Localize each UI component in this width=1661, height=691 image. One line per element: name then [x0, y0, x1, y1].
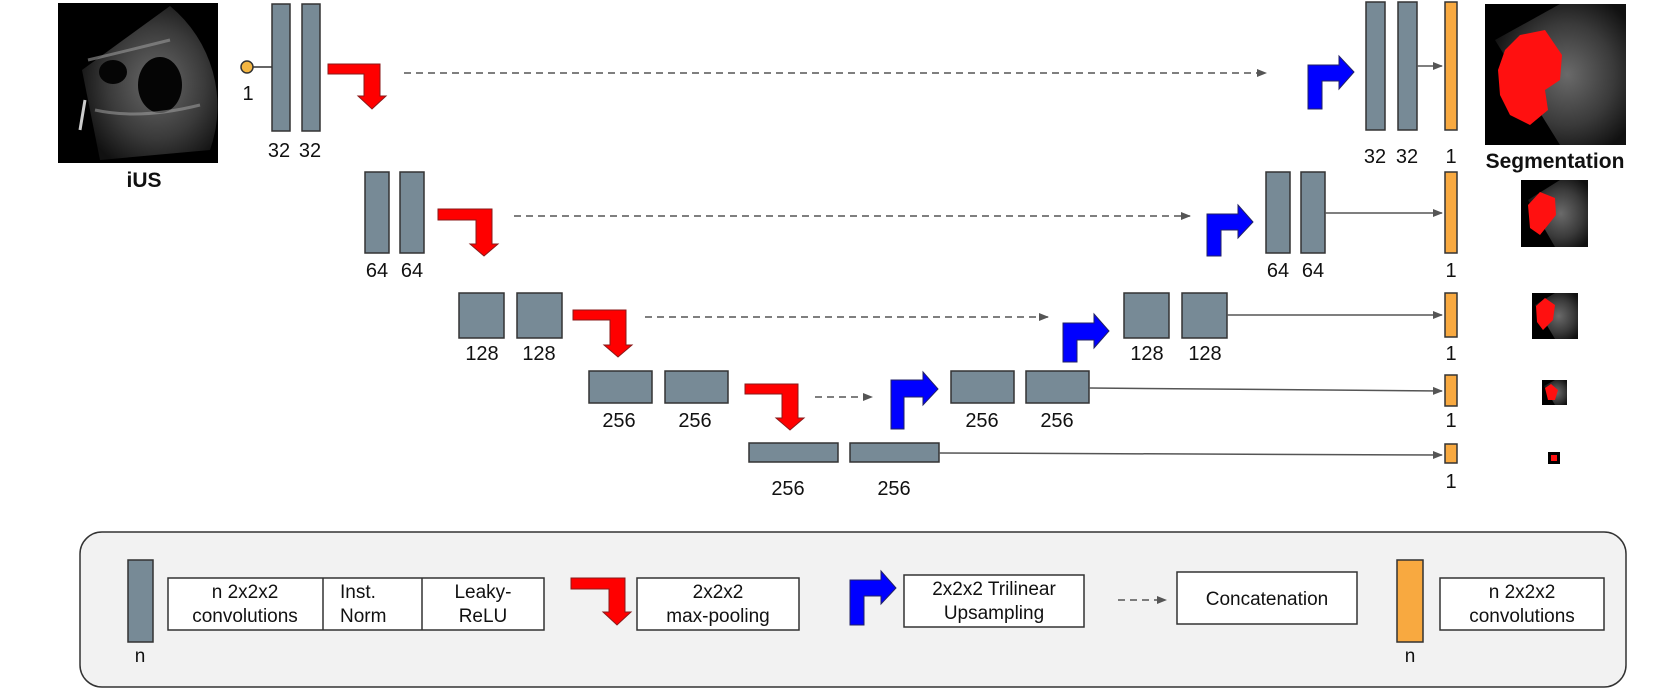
legend-out-line1: n 2x2x2 [1489, 582, 1556, 603]
channel-count: 128 [465, 343, 498, 365]
decoder-block [1365, 1, 1386, 131]
legend-out-box [1439, 577, 1605, 631]
legend-relu-line1: Leaky- [454, 582, 511, 603]
input-image [58, 3, 218, 163]
legend-output-block [1396, 559, 1424, 643]
channel-count: 128 [522, 343, 555, 365]
pool-arrow-icon [744, 383, 806, 431]
bottleneck-block [748, 442, 839, 463]
legend-norm-line2: Norm [340, 606, 386, 627]
channel-count: 32 [299, 140, 321, 162]
output-count: 1 [1445, 471, 1456, 493]
pool-arrow-icon [570, 577, 633, 626]
segmentation-image [1485, 4, 1626, 145]
output-count: 1 [1445, 146, 1456, 168]
legend-up-line2: Upsampling [944, 603, 1044, 624]
legend-out-n: n [1405, 646, 1416, 667]
legend-pool-box [636, 577, 800, 631]
output-block [1444, 171, 1458, 254]
output-count: 1 [1445, 410, 1456, 432]
upsample-arrow-icon [849, 569, 897, 626]
input-channel-icon [240, 60, 272, 74]
encoder-block [301, 3, 321, 132]
output-block [1444, 443, 1458, 464]
deep-supervision-arrow-icon [1088, 386, 1443, 395]
channel-count: 256 [602, 410, 635, 432]
legend-up-line1: 2x2x2 Trilinear [932, 579, 1056, 600]
channel-count: 64 [1267, 260, 1289, 282]
encoder-block [458, 292, 505, 339]
legend-norm-line1: Inst. [340, 582, 376, 603]
upsample-arrow-icon [1206, 203, 1254, 257]
channel-count: 128 [1130, 343, 1163, 365]
upsample-arrow-icon [1307, 54, 1355, 110]
channel-count: 256 [965, 410, 998, 432]
segmentation-label: Segmentation [1486, 150, 1625, 173]
output-block [1444, 374, 1458, 407]
segmentation-thumbnail [1548, 452, 1560, 464]
channel-count: 64 [1302, 260, 1324, 282]
pool-arrow-icon [327, 63, 388, 110]
legend-pool-line1: 2x2x2 [693, 582, 744, 603]
channel-count: 32 [1364, 146, 1386, 168]
output-block [1444, 292, 1458, 338]
encoder-block [588, 370, 653, 404]
channel-count: 128 [1188, 343, 1221, 365]
legend: n n 2x2x2 convolutions Inst. Norm Leaky-… [79, 531, 1627, 688]
pool-arrow-icon [437, 208, 500, 257]
decoder-block [1300, 171, 1326, 254]
channel-count: 64 [401, 260, 423, 282]
legend-out-line2: convolutions [1469, 606, 1575, 627]
output-count: 1 [1445, 260, 1456, 282]
encoder-block [364, 171, 390, 254]
segmentation-thumbnail [1532, 293, 1578, 339]
legend-conv-box [167, 577, 545, 631]
decoder-block [1123, 292, 1170, 339]
segmentation-thumbnail [1521, 180, 1588, 247]
channel-count: 256 [771, 478, 804, 500]
legend-conv-block [127, 559, 154, 643]
channel-count: 32 [1396, 146, 1418, 168]
channel-count: 32 [268, 140, 290, 162]
segmentation-thumbnail [1542, 380, 1567, 405]
input-channel-count: 1 [242, 83, 253, 105]
encoder-block [664, 370, 729, 404]
upsample-arrow-icon [890, 370, 939, 430]
decoder-block [1181, 292, 1228, 339]
encoder-block [399, 171, 425, 254]
legend-concat: Concatenation [1206, 589, 1329, 610]
output-count: 1 [1445, 343, 1456, 365]
pool-arrow-icon [572, 309, 634, 358]
encoder-block [271, 3, 291, 132]
channel-count: 256 [678, 410, 711, 432]
encoder-block [516, 292, 563, 339]
legend-pool-line2: max-pooling [666, 606, 770, 627]
channel-count: 256 [877, 478, 910, 500]
legend-concat-box [1176, 571, 1358, 625]
legend-conv-line2: convolutions [192, 606, 298, 627]
upsample-arrow-icon [1062, 312, 1110, 363]
legend-conv-line1: n 2x2x2 [212, 582, 279, 603]
legend-relu-line2: ReLU [459, 606, 508, 627]
input-image-label: iUS [126, 169, 161, 192]
bottleneck-block [849, 442, 940, 463]
channel-count: 256 [1040, 410, 1073, 432]
output-block [1444, 1, 1458, 131]
decoder-block [1397, 1, 1418, 131]
deep-supervision-arrow-icon [938, 450, 1443, 459]
decoder-block [1025, 370, 1090, 404]
decoder-block [1265, 171, 1291, 254]
legend-up-box [903, 574, 1085, 628]
decoder-block [950, 370, 1015, 404]
channel-count: 64 [366, 260, 388, 282]
legend-conv-n: n [135, 646, 146, 667]
